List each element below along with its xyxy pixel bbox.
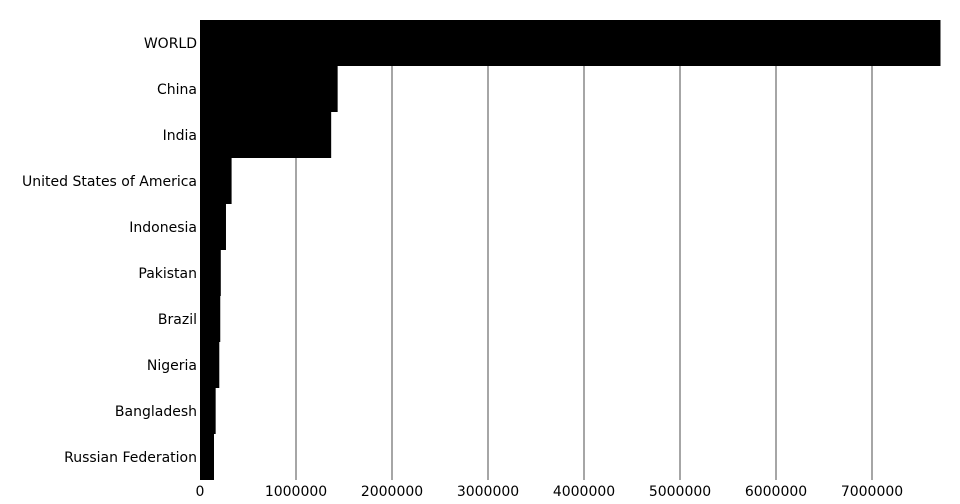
category-label: Indonesia xyxy=(129,220,197,236)
bar xyxy=(200,158,232,204)
category-label: India xyxy=(163,128,197,144)
bar xyxy=(200,388,216,434)
bar xyxy=(200,434,215,480)
bars xyxy=(200,20,941,480)
x-tick-label: 5000000 xyxy=(649,484,711,500)
x-tick-label: 7000000 xyxy=(841,484,903,500)
category-label: Brazil xyxy=(158,312,197,328)
x-tick-label: 0 xyxy=(196,484,205,500)
category-label: Russian Federation xyxy=(64,450,197,466)
gridlines xyxy=(295,20,873,480)
category-label: WORLD xyxy=(144,36,197,52)
category-label: United States of America xyxy=(22,174,197,190)
x-tick-label: 2000000 xyxy=(361,484,423,500)
x-tick-label: 4000000 xyxy=(553,484,615,500)
x-axis-labels: 0 1000000 2000000 3000000 4000000 5000000 6000… xyxy=(196,484,904,500)
category-label: Nigeria xyxy=(147,358,197,374)
bar xyxy=(200,20,941,66)
bar xyxy=(200,112,332,158)
x-tick-label: 3000000 xyxy=(457,484,519,500)
y-axis-labels: WORLD China India United States of America I… xyxy=(22,36,197,466)
category-label: Pakistan xyxy=(138,266,197,282)
bar xyxy=(200,66,338,112)
bar xyxy=(200,296,221,342)
category-label: Bangladesh xyxy=(115,404,197,420)
category-label: China xyxy=(157,82,197,98)
bar xyxy=(200,204,226,250)
x-tick-label: 6000000 xyxy=(745,484,807,500)
bar xyxy=(200,250,221,296)
x-tick-label: 1000000 xyxy=(265,484,327,500)
bar xyxy=(200,342,220,388)
